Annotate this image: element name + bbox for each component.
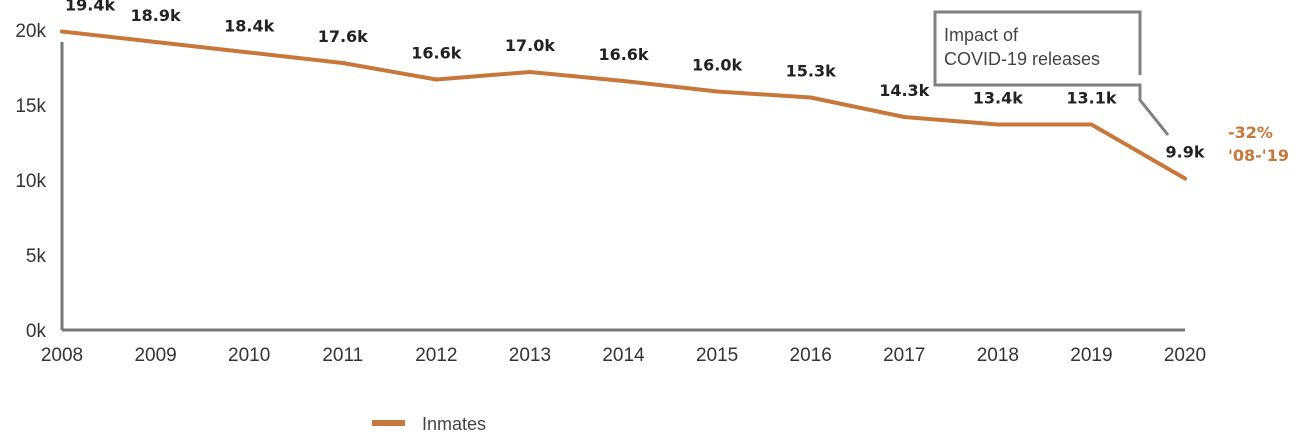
x-axis-ticks: 2008 2009 2010 2011 2012 2013 2014 2015 2016 2017… <box>41 345 1206 366</box>
data-label: 16.0k <box>692 56 742 75</box>
data-point <box>902 115 907 119</box>
x-tick-label: 2020 <box>1164 345 1206 366</box>
y-tick-label: 0k <box>26 321 47 342</box>
covid-annotation: Impact of COVID-19 releases <box>933 10 1170 136</box>
data-point <box>1183 176 1187 181</box>
data-point <box>527 70 532 74</box>
annotation-line-1: Impact of <box>944 25 1019 45</box>
x-tick-label: 2019 <box>1070 345 1112 366</box>
data-label: 15.3k <box>786 62 836 81</box>
data-point <box>340 61 345 65</box>
data-label: 17.6k <box>318 27 368 46</box>
data-label: 16.6k <box>411 44 461 63</box>
data-point <box>808 95 813 100</box>
data-point <box>995 122 1000 127</box>
data-label: 17.0k <box>505 36 555 55</box>
x-tick-label: 2010 <box>228 345 270 366</box>
x-tick-label: 2012 <box>415 345 457 366</box>
data-label: 13.4k <box>973 89 1023 108</box>
data-label: 18.4k <box>224 17 274 36</box>
y-tick-label: 10k <box>15 171 46 192</box>
y-tick-label: 15k <box>15 96 46 117</box>
change-label: -32% '08-'19 <box>1228 123 1289 165</box>
y-axis-ticks: 0k 5k 10k 15k 20k <box>15 21 46 342</box>
data-label: 18.9k <box>131 6 181 25</box>
legend: Inmates <box>372 414 486 434</box>
data-point <box>153 40 158 44</box>
x-tick-label: 2017 <box>883 345 925 366</box>
annotation-line-2: COVID-19 releases <box>944 49 1100 69</box>
x-tick-label: 2015 <box>696 345 738 366</box>
data-label: 13.1k <box>1066 89 1116 108</box>
y-tick-label: 5k <box>26 246 47 267</box>
data-label: 9.9k <box>1166 143 1205 162</box>
data-point <box>434 77 439 82</box>
x-tick-label: 2009 <box>134 345 176 366</box>
x-tick-label: 2016 <box>790 345 832 366</box>
x-tick-label: 2008 <box>41 345 83 366</box>
data-label: 14.3k <box>879 81 929 100</box>
data-point <box>1089 122 1094 127</box>
data-point <box>715 89 720 94</box>
change-period: '08-'19 <box>1228 146 1289 165</box>
annotation-box <box>933 10 1170 136</box>
x-tick-label: 2018 <box>977 345 1019 366</box>
data-label: 16.6k <box>598 45 648 64</box>
legend-label: Inmates <box>422 414 486 434</box>
data-label: 19.4k <box>65 0 115 15</box>
y-tick-label: 20k <box>15 21 46 42</box>
x-tick-label: 2014 <box>602 345 645 366</box>
data-point <box>621 79 626 83</box>
data-point <box>60 29 64 34</box>
x-tick-label: 2011 <box>322 345 363 366</box>
change-percent: -32% <box>1228 123 1273 142</box>
data-point <box>247 50 252 55</box>
data-labels: 19.4k 18.9k 18.4k 17.6k 16.6k 17.0k 16.6k 16.0k… <box>65 0 1205 162</box>
series-group <box>60 29 1187 181</box>
x-tick-label: 2013 <box>509 345 551 366</box>
